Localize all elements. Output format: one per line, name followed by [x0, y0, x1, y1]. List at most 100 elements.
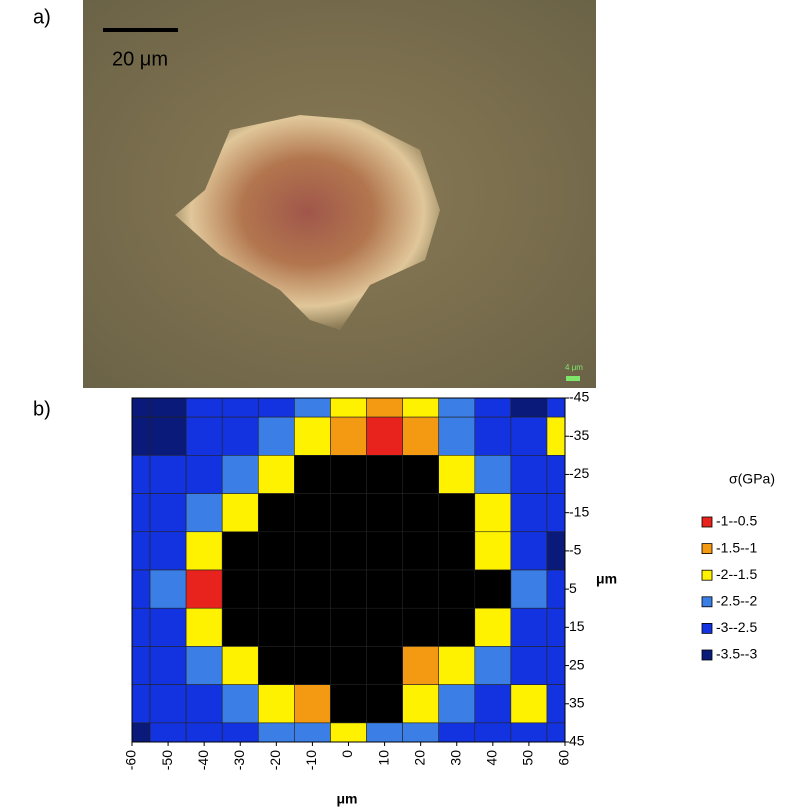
contour-cell: [221, 569, 259, 609]
contour-cell: [221, 607, 259, 647]
small-scale-label: 4 μm: [565, 363, 583, 372]
contour-cell: [149, 397, 187, 418]
contour-cell: [366, 646, 403, 685]
legend-label: -1--0.5: [716, 513, 757, 529]
contour-cell: [294, 531, 331, 571]
contour-cell: [185, 684, 223, 724]
contour-cell: [438, 722, 476, 743]
contour-cell: [330, 531, 367, 571]
contour-cell: [257, 646, 295, 685]
contour-cell: [438, 493, 476, 533]
contour-cell: [131, 531, 151, 571]
contour-cell: [149, 455, 187, 494]
legend-title: σ(GPa): [729, 471, 775, 487]
contour-cell: [185, 416, 223, 456]
contour-cell: [221, 416, 259, 456]
y-tick-label: -5: [569, 542, 582, 558]
contour-cell: [294, 684, 331, 724]
contour-cell: [257, 531, 295, 571]
contour-cell: [185, 607, 223, 647]
contour-cell: [546, 397, 566, 418]
legend-label: -2.5--2: [716, 593, 757, 609]
contour-cell: [257, 569, 295, 609]
contour-cell: [474, 455, 512, 494]
contour-cell: [366, 684, 403, 724]
contour-cell: [474, 569, 512, 609]
contour-cell: [366, 397, 403, 418]
contour-cell: [294, 646, 331, 685]
contour-cell: [510, 493, 548, 533]
contour-cell: [438, 684, 476, 724]
contour-cell: [438, 646, 476, 685]
contour-cell: [330, 397, 367, 418]
x-axis-label: μm: [336, 791, 357, 807]
contour-cell: [402, 397, 440, 418]
contour-cell: [510, 607, 548, 647]
contour-cell: [510, 531, 548, 571]
contour-cell: [474, 722, 512, 743]
contour-cell: [510, 569, 548, 609]
contour-cell: [402, 569, 440, 609]
contour-cell: [366, 455, 403, 494]
contour-cell: [185, 531, 223, 571]
contour-cell: [185, 722, 223, 743]
contour-cell: [474, 531, 512, 571]
contour-cell: [257, 722, 295, 743]
contour-cell: [438, 569, 476, 609]
contour-cell: [474, 416, 512, 456]
contour-cell: [546, 493, 566, 533]
contour-cell: [131, 455, 151, 494]
contour-cell: [131, 569, 151, 609]
contour-cell: [366, 569, 403, 609]
contour-cell: [438, 607, 476, 647]
legend-swatch: [701, 596, 713, 608]
contour-cell: [510, 722, 548, 743]
legend-swatch: [701, 543, 713, 554]
x-tick-label: -20: [267, 750, 283, 770]
contour-cell: [474, 607, 512, 647]
legend-swatch: [701, 649, 713, 661]
contour-cell: [149, 569, 187, 609]
contour-cell: [330, 455, 367, 494]
y-axis-label: μm: [596, 571, 617, 587]
contour-cell: [294, 569, 331, 609]
contour-cell: [510, 416, 548, 456]
y-tick-label: -15: [569, 503, 589, 519]
contour-cell: [474, 646, 512, 685]
contour-cell: [221, 493, 259, 533]
contour-cell: [366, 493, 403, 533]
contour-cell: [149, 531, 187, 571]
contour-cell: [149, 416, 187, 456]
contour-cell: [294, 397, 331, 418]
x-tick-label: 20: [411, 750, 427, 766]
contour-cell: [330, 569, 367, 609]
contour-cell: [185, 397, 223, 418]
contour-cell: [131, 607, 151, 647]
x-tick-label: 50: [520, 750, 536, 766]
contour-cell: [474, 397, 512, 418]
contour-cell: [510, 397, 548, 418]
contour-cell: [402, 493, 440, 533]
contour-cell: [257, 684, 295, 724]
contour-cell: [294, 455, 331, 494]
contour-cell: [546, 684, 566, 724]
y-tick-label: -45: [569, 389, 589, 405]
contour-cell: [402, 455, 440, 494]
x-tick-label: -50: [159, 750, 175, 770]
legend-label: -1.5--1: [716, 539, 757, 555]
contour-cell: [474, 493, 512, 533]
contour-cell: [131, 397, 151, 418]
contour-cell: [185, 569, 223, 609]
x-tick-label: 0: [339, 750, 355, 758]
contour-cell: [402, 531, 440, 571]
contour-cell: [402, 684, 440, 724]
contour-cell: [185, 455, 223, 494]
contour-cell: [149, 684, 187, 724]
contour-cell: [330, 646, 367, 685]
contour-cell: [221, 531, 259, 571]
x-tick-label: -60: [123, 750, 139, 770]
x-tick-label: -30: [231, 750, 247, 770]
contour-cell: [546, 455, 566, 494]
x-tick-label: 10: [375, 750, 391, 766]
